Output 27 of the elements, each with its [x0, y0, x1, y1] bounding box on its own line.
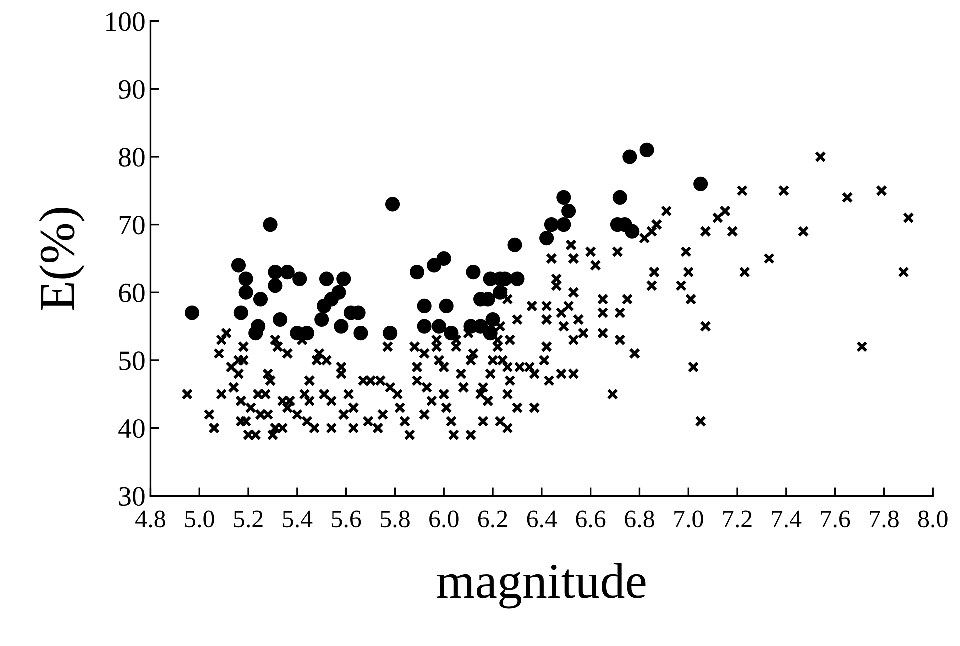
x-tick-label: 7.2	[724, 510, 752, 528]
x-tick-label: 6.6	[576, 510, 606, 528]
x-tick-label: 5.8	[381, 510, 410, 528]
y-tick-label: 100	[106, 12, 145, 32]
x-axis-title: magnitude	[437, 563, 646, 609]
y-tick-label: 40	[118, 419, 145, 438]
x-tick-label: 7.8	[870, 510, 899, 528]
x-tick-label: 5.2	[234, 510, 263, 528]
y-tick-label: 80	[119, 148, 145, 167]
y-axis-title: E(%)	[39, 208, 85, 310]
x-tick-label: 4.8	[136, 510, 166, 528]
y-tick-label: 50	[120, 352, 145, 370]
x-tick-label: 7.0	[674, 510, 704, 528]
y-tick-label: 90	[118, 80, 145, 100]
x-tick-label: 7.6	[821, 510, 850, 528]
x-tick-label: 7.4	[772, 510, 802, 528]
x-tick-label: 6.4	[527, 510, 558, 528]
y-tick-label: 60	[119, 284, 145, 303]
x-tick-label: 6.0	[430, 510, 459, 528]
x-tick-label: 6.8	[625, 510, 654, 528]
x-tick-label: 5.6	[332, 510, 362, 528]
x-tick-label: 5.0	[185, 510, 214, 528]
x-tick-label: 6.2	[478, 510, 508, 528]
x-tick-label: 8.0	[918, 510, 948, 528]
y-tick-label: 70	[120, 216, 145, 235]
x-tick-label: 5.4	[283, 510, 313, 528]
y-tick-label: 30	[119, 487, 145, 506]
